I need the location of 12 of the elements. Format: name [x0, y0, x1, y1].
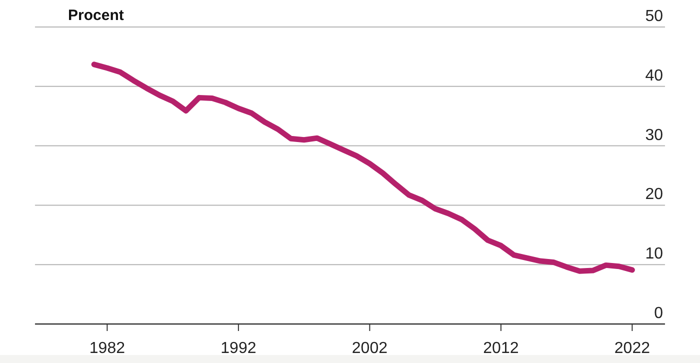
y-tick-label: 0: [654, 305, 664, 322]
x-tick-label: 2012: [483, 340, 519, 357]
y-tick-label: 50: [645, 8, 664, 25]
x-tick-label: 1982: [89, 340, 126, 357]
y-tick-label: 30: [645, 126, 664, 144]
y-tick-label: 40: [645, 67, 664, 84]
x-tick-label: 1992: [220, 340, 256, 357]
y-tick-label: 10: [645, 246, 664, 263]
x-tick-label: 2022: [614, 340, 650, 357]
y-axis-title: Procent: [68, 7, 124, 24]
y-tick-label: 20: [645, 186, 664, 204]
x-tick-label: 2002: [352, 340, 388, 357]
